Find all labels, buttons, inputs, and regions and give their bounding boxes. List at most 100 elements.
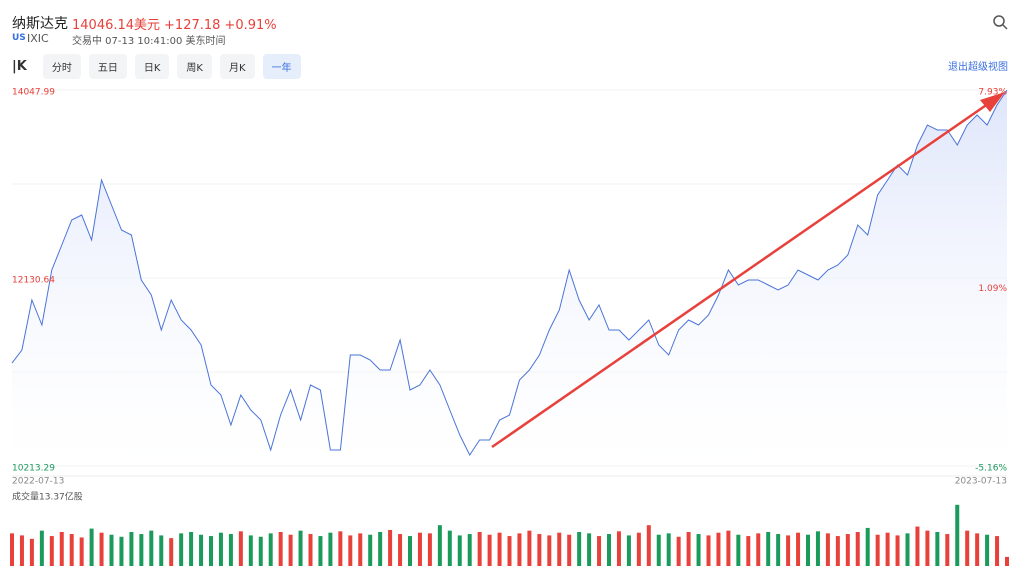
- volume-bar: [666, 533, 671, 566]
- volume-bar: [616, 531, 621, 566]
- volume-bar: [179, 533, 184, 566]
- volume-bar: [607, 534, 611, 566]
- y2-tick-label: -5.16%: [975, 464, 1007, 474]
- y-tick-label: 14047.99: [12, 88, 55, 98]
- volume-bar: [209, 536, 213, 566]
- volume-bar: [368, 534, 373, 566]
- volume-bar: [567, 534, 572, 566]
- volume-bar: [507, 536, 512, 566]
- volume-bar: [408, 536, 412, 566]
- volume-bar: [159, 535, 164, 566]
- volume-bar: [129, 532, 134, 566]
- status: 交易中 07-13 10:41:00 美东时间: [72, 36, 226, 47]
- volume-bar: [706, 535, 711, 566]
- volume-title: 成交量13.37亿股: [12, 491, 83, 503]
- collapse-icon[interactable]: |K: [12, 59, 27, 74]
- change-pct: +0.91%: [224, 18, 277, 33]
- tab[interactable]: 五日: [88, 54, 127, 79]
- index-name: 纳斯达克: [12, 16, 68, 32]
- volume-bar: [955, 504, 960, 566]
- volume-bar: [965, 530, 970, 566]
- volume-bar: [945, 534, 950, 566]
- tab[interactable]: 分时: [42, 54, 81, 79]
- price: 14046.14美元: [72, 18, 161, 33]
- volume-bar: [89, 528, 94, 566]
- volume-bar: [636, 532, 641, 566]
- volume-bar: [806, 534, 810, 566]
- volume-bar: [467, 534, 472, 566]
- volume-bar: [815, 531, 820, 566]
- volume-bar: [696, 534, 701, 566]
- volume-bar: [288, 534, 293, 566]
- volume-bar: [388, 529, 393, 566]
- volume-bar: [517, 533, 522, 566]
- symbol: IXIC: [27, 32, 49, 45]
- volume-bar: [348, 535, 353, 566]
- volume-bar: [228, 534, 233, 566]
- volume-bar: [69, 534, 74, 566]
- volume-bar: [985, 534, 990, 566]
- volume-bar: [358, 533, 363, 566]
- volume-bar: [915, 526, 920, 566]
- volume-bar: [437, 525, 442, 566]
- quote: 14046.14美元 +127.18 +0.91%: [72, 14, 281, 33]
- volume-bar: [427, 533, 432, 566]
- volume-bar: [258, 536, 263, 566]
- volume-bar: [676, 536, 681, 566]
- volume-bar: [716, 532, 721, 566]
- tabs: |K 分时 五日 日K 周K 月K 一年: [12, 54, 301, 79]
- volume-bar: [736, 534, 741, 566]
- search-icon[interactable]: [993, 15, 1005, 27]
- volume-bar: [547, 535, 552, 566]
- tab[interactable]: 周K: [177, 54, 212, 79]
- y-tick-label: 12130.64: [12, 276, 55, 286]
- volume-bar: [447, 530, 452, 566]
- volume-bar: [865, 527, 870, 566]
- volume-bar: [626, 535, 631, 566]
- volume-bar: [298, 530, 303, 566]
- volume-bar: [119, 536, 124, 566]
- volume-bar: [238, 531, 243, 566]
- volume-bar: [477, 532, 482, 566]
- volume-bar: [925, 530, 930, 566]
- volume-bar: [995, 536, 1000, 566]
- volume-bar: [338, 531, 343, 566]
- tab[interactable]: 一年: [262, 54, 301, 79]
- volume-bar: [19, 535, 24, 566]
- exit-button[interactable]: 退出超级视图: [948, 62, 1008, 73]
- volume-bar: [726, 530, 731, 566]
- volume-bar: [398, 534, 403, 566]
- tab[interactable]: 月K: [219, 54, 255, 79]
- market-badge: US: [12, 33, 26, 43]
- volume-bar: [587, 533, 592, 566]
- volume-bar: [855, 532, 860, 566]
- volume-bar: [776, 534, 781, 566]
- volume-bar: [308, 534, 313, 566]
- volume-bar: [905, 533, 910, 566]
- y-tick-label: 10213.29: [12, 464, 55, 474]
- volume-bar: [497, 532, 502, 566]
- volume-bar: [557, 532, 562, 566]
- change: +127.18: [164, 18, 221, 33]
- volume-bar: [169, 538, 174, 566]
- volume-bar: [109, 534, 114, 566]
- volume-bar: [218, 532, 223, 566]
- search-icon-handle: [1002, 24, 1008, 30]
- volume-bar: [29, 538, 34, 566]
- volume-bar: [825, 533, 830, 566]
- volume-bar: [49, 536, 54, 566]
- tab[interactable]: 日K: [134, 54, 170, 79]
- volume-bar: [199, 534, 204, 566]
- volume-bar: [597, 536, 602, 566]
- volume-bar: [686, 532, 691, 566]
- area: [12, 90, 1007, 466]
- volume-bar: [10, 533, 14, 566]
- volume-bar: [885, 532, 890, 566]
- volume-bar: [895, 535, 900, 566]
- volume-bar: [537, 534, 542, 566]
- volume-bar: [39, 530, 44, 566]
- volume-bar: [79, 537, 84, 566]
- volume-bar: [786, 535, 791, 566]
